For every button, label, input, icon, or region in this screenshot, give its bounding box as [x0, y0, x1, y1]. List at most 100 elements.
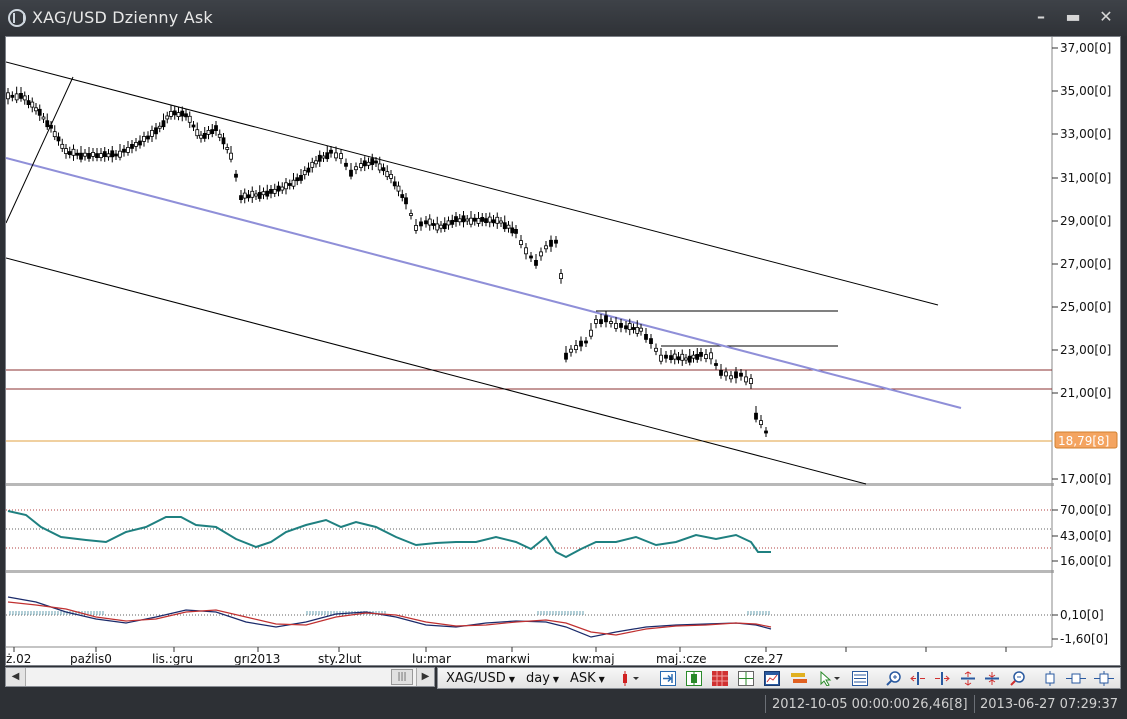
candle-body: [99, 153, 103, 158]
candle-body: [554, 239, 558, 244]
candle-body: [229, 152, 233, 160]
indicator-icon[interactable]: [790, 671, 808, 686]
side-dropdown[interactable]: ASK ▼: [566, 670, 609, 688]
candle-body: [150, 130, 154, 137]
panel-separator[interactable]: [6, 570, 1054, 573]
chart-area[interactable]: 37,00[0] 35,00[0] 33,00[0] 31,00[0] 29,0…: [5, 36, 1121, 666]
current-price-label: 18,79[8]: [1058, 434, 1109, 448]
scroll-thumb[interactable]: |||: [391, 669, 413, 685]
current-price-badge: [1054, 431, 1118, 449]
candle-body: [579, 340, 583, 347]
price-tick-label: 37,00[0]: [1060, 41, 1111, 55]
chart-candles-icon[interactable]: [686, 671, 702, 686]
candle-body: [221, 137, 226, 145]
zoom-out-icon[interactable]: [1010, 671, 1026, 686]
candle-body: [370, 158, 375, 165]
candle-body: [269, 188, 273, 194]
candle-body: [744, 376, 748, 383]
candle-body: [334, 152, 338, 159]
candle-body: [142, 136, 146, 142]
instrument-dropdown[interactable]: XAG/USD ▼: [442, 670, 519, 688]
time-marker-icon[interactable]: [1042, 671, 1058, 686]
minimize-button[interactable]: –: [1037, 7, 1045, 26]
status-divider: [974, 695, 975, 713]
candle-body: [280, 186, 285, 191]
macd-axis[interactable]: 0,10[0] -1,60[0]: [1052, 608, 1108, 646]
channel-median-line[interactable]: [6, 157, 962, 409]
candle-body: [254, 193, 258, 197]
candle-body: [239, 195, 243, 201]
period-separator-icon[interactable]: [1066, 671, 1086, 686]
candle-body: [52, 131, 57, 138]
oscillator-tick-label: 70,00[0]: [1060, 503, 1111, 517]
candle-body: [64, 148, 68, 154]
candle-body: [329, 149, 333, 154]
candle-body: [392, 181, 397, 187]
close-button[interactable]: ✕: [1099, 7, 1113, 26]
oscillator-axis[interactable]: 70,00[0] 43,00[0] 16,00[0]: [1052, 503, 1111, 568]
expand-vertical-icon[interactable]: [960, 671, 976, 686]
crosshair-icon[interactable]: [738, 671, 754, 686]
candle-body: [106, 153, 111, 158]
scroll-to-end-icon[interactable]: [660, 671, 676, 686]
candle-body: [157, 125, 162, 129]
candle-body: [114, 153, 118, 157]
candle-body: [314, 160, 318, 165]
drawing-icon[interactable]: [852, 671, 868, 686]
candle-body: [594, 318, 598, 324]
stretch-right-icon[interactable]: [934, 671, 950, 686]
candle-body: [510, 227, 515, 234]
zoom-in-icon[interactable]: [886, 671, 902, 686]
candle-body: [202, 133, 207, 139]
candle-body: [400, 194, 405, 198]
candle-body: [644, 333, 648, 340]
cursor-icon[interactable]: [818, 671, 842, 686]
chart-window-icon[interactable]: [764, 671, 780, 686]
candle-body: [60, 143, 65, 149]
candle-body: [187, 115, 192, 123]
candle-type-icon[interactable]: [618, 671, 642, 686]
candle-body: [206, 130, 211, 135]
chart-scrollbar[interactable]: ◀ ||| ▶: [5, 667, 435, 687]
candle-body: [287, 183, 292, 186]
candle-body: [631, 327, 636, 330]
candle-body: [457, 218, 462, 223]
candle-body: [199, 134, 203, 139]
channel-upper-line[interactable]: [6, 61, 939, 306]
candle-body: [476, 217, 481, 224]
maximize-button[interactable]: ▬: [1065, 7, 1081, 26]
date-tick-label: maj.:cze: [656, 652, 707, 665]
candle-body: [414, 224, 418, 231]
app-logo-icon: [8, 9, 26, 27]
title-bar[interactable]: XAG/USD Dzienny Ask – ▬ ✕: [0, 0, 1127, 36]
candle-body: [506, 224, 511, 229]
candle-body: [217, 133, 222, 138]
panel-separator[interactable]: [6, 483, 1054, 486]
candle-body: [669, 355, 673, 361]
price-axis[interactable]: 37,00[0] 35,00[0] 33,00[0] 31,00[0] 29,0…: [1052, 41, 1118, 486]
candle-body: [465, 218, 470, 222]
date-axis[interactable]: ż.02 paźlis0 lis.:gru grı2013 sty.2lut l…: [6, 647, 1007, 665]
candle-body: [377, 163, 382, 171]
stretch-left-icon[interactable]: [910, 671, 926, 686]
period-buttons-icon[interactable]: [1094, 671, 1114, 686]
candle-body: [446, 220, 451, 226]
price-chart[interactable]: 37,00[0] 35,00[0] 33,00[0] 31,00[0] 29,0…: [6, 37, 1120, 665]
candle-body: [176, 112, 181, 117]
period-label: day: [526, 671, 550, 686]
period-dropdown[interactable]: day ▼: [522, 670, 563, 688]
scroll-right-button[interactable]: ▶: [416, 668, 434, 686]
candle-body: [381, 167, 386, 172]
candle-body: [544, 245, 548, 250]
date-tick-label: paźlis0: [70, 652, 112, 665]
candle-body: [574, 345, 578, 351]
channel-handle-line[interactable]: [6, 76, 74, 224]
candle-body: [624, 325, 628, 330]
shrink-vertical-icon[interactable]: [984, 671, 1000, 686]
price-tick-label: 25,00[0]: [1060, 300, 1111, 314]
candle-body: [672, 353, 677, 360]
scroll-left-button[interactable]: ◀: [6, 668, 26, 686]
grid-red-icon[interactable]: [712, 671, 728, 686]
channel-lower-line[interactable]: [6, 257, 867, 485]
candle-body: [524, 247, 528, 255]
